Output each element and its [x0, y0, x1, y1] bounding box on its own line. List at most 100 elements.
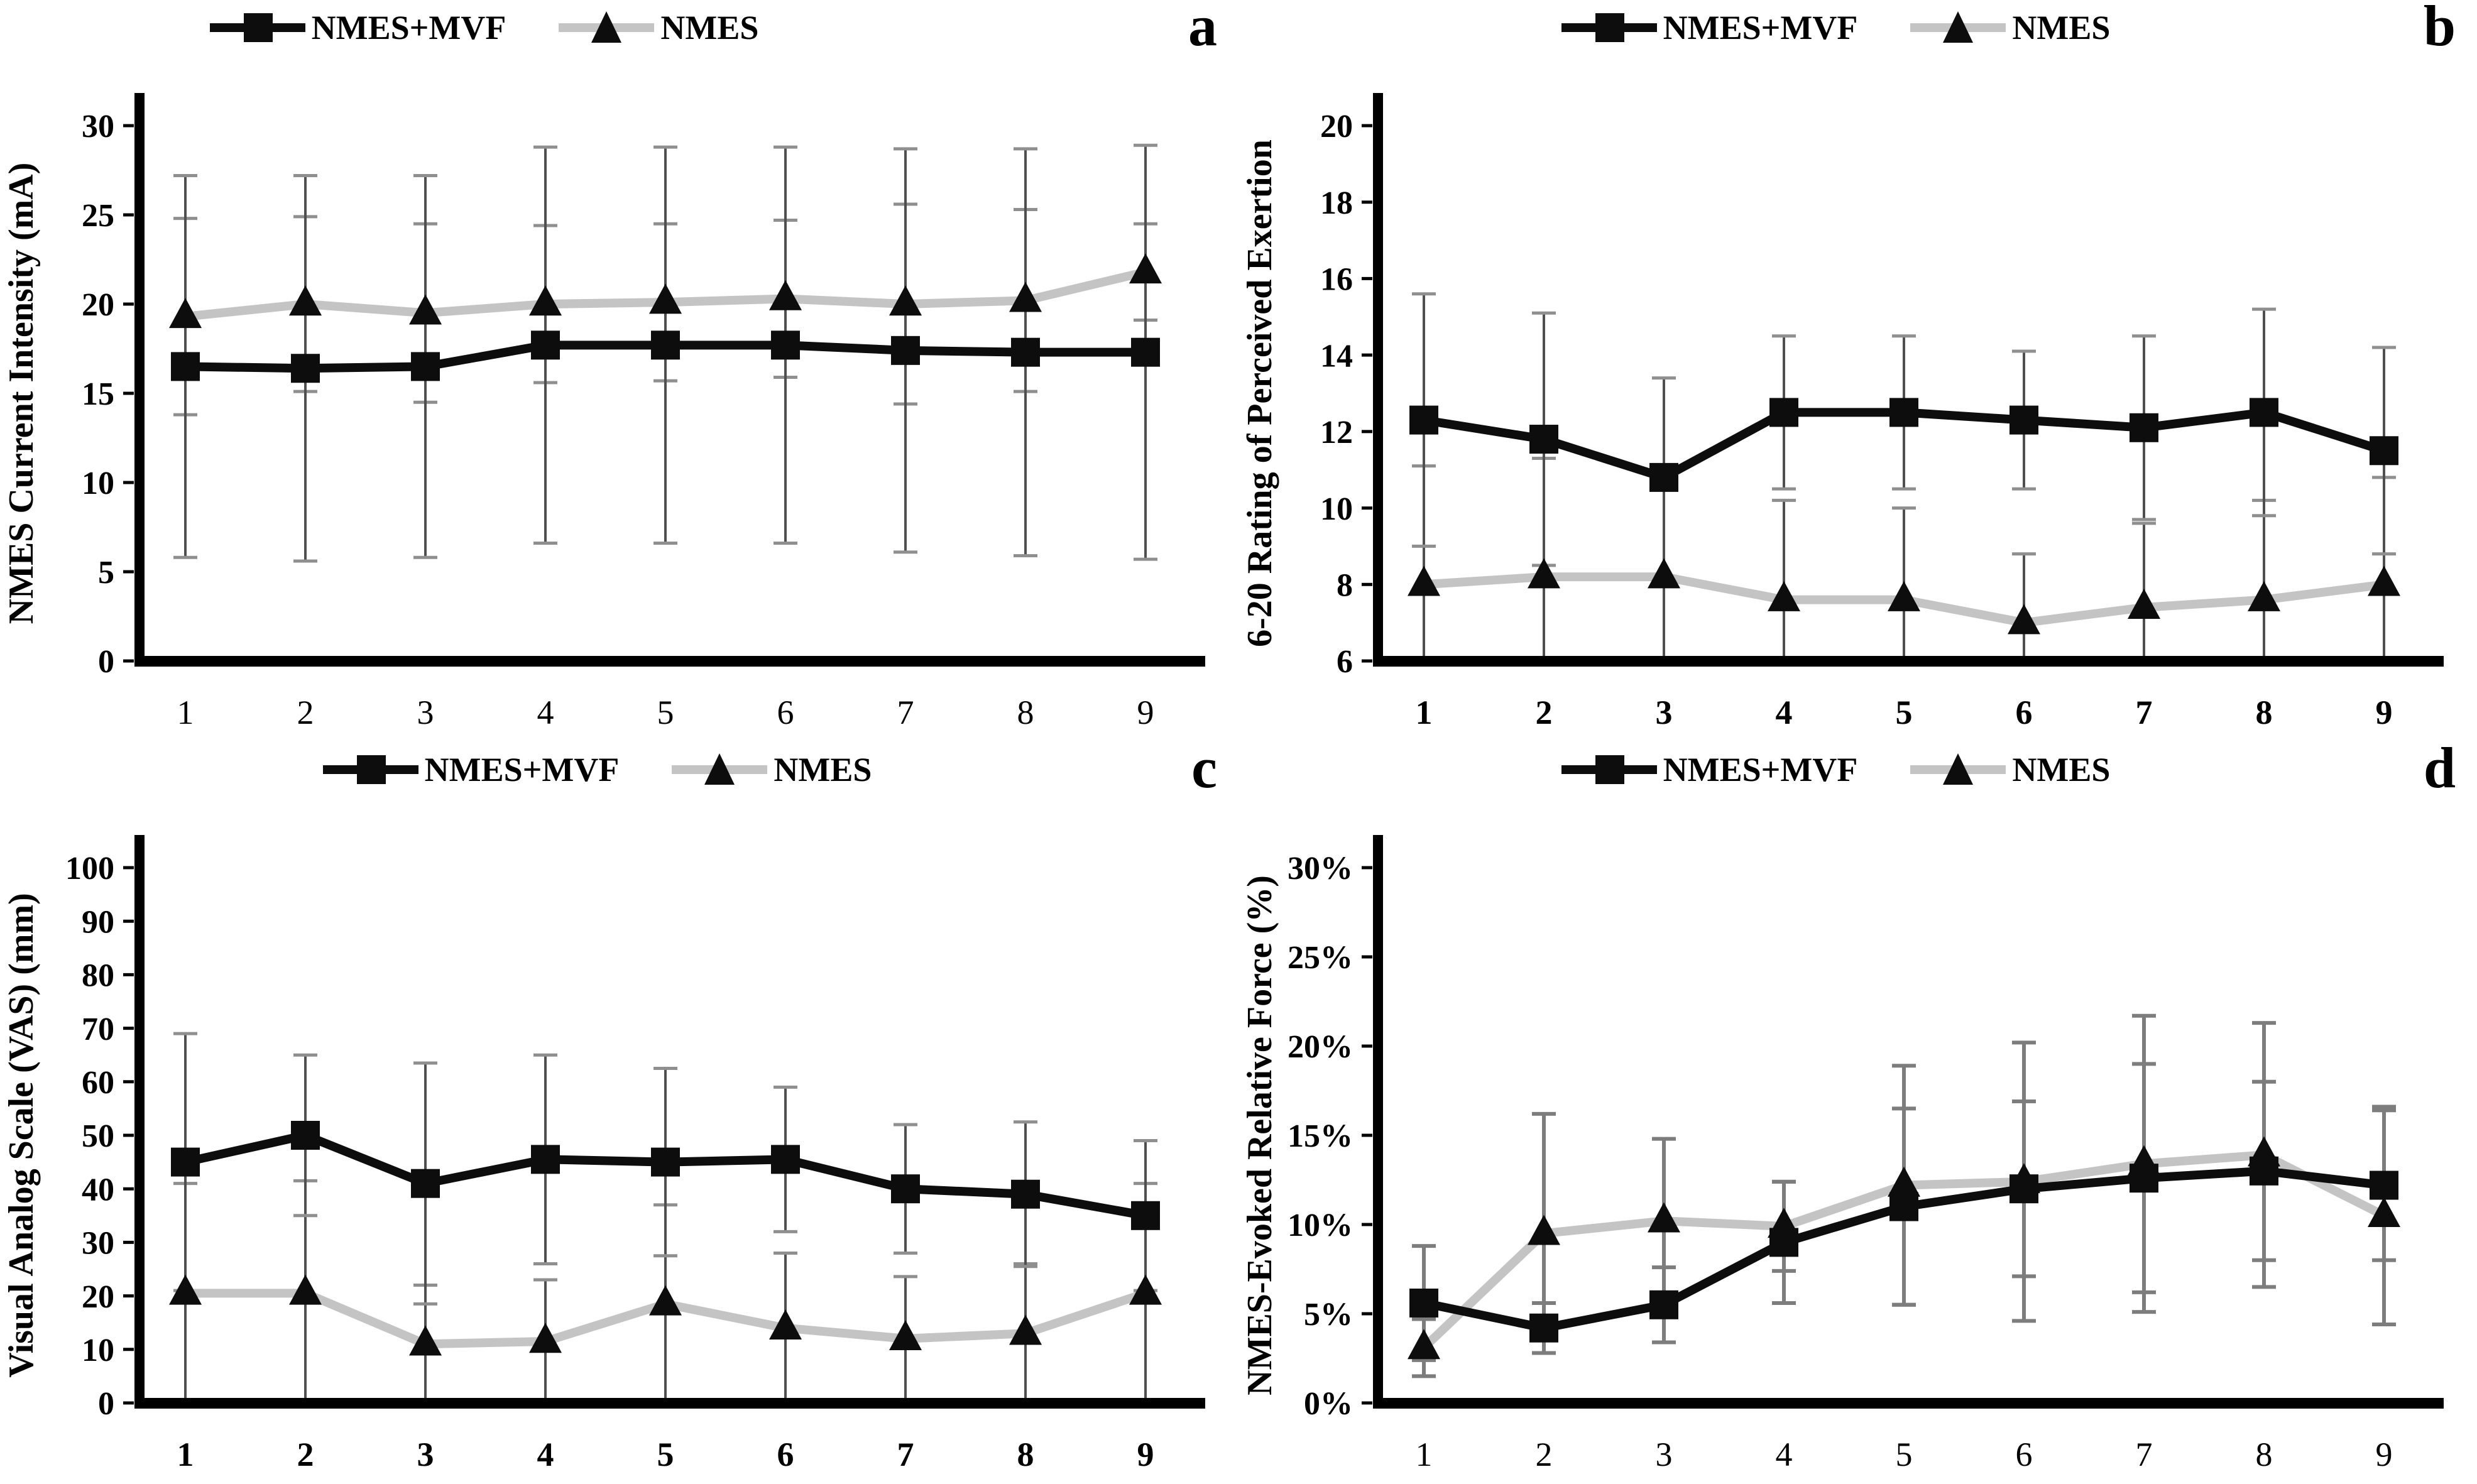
svg-text:80: 80: [82, 958, 114, 994]
svg-text:9: 9: [1137, 1436, 1154, 1473]
svg-text:5: 5: [657, 1436, 674, 1473]
legend-item-nmes: NMES: [1910, 751, 2110, 788]
svg-text:16: 16: [1320, 262, 1353, 298]
legend-sample-nmes: [559, 10, 655, 45]
plot-a: 0 5 10 15 20 25 30 1 2 3 4 5 6 7 8 9 NMES Current Intens…: [2, 93, 1205, 731]
svg-text:0: 0: [98, 1386, 114, 1422]
legend-item-nmes-mvf: NMES+MVF: [209, 9, 506, 46]
svg-text:6: 6: [1337, 644, 1353, 680]
svg-text:NMES-Evoked Relative Force (%): NMES-Evoked Relative Force (%): [1240, 875, 1279, 1395]
legend: NMES+MVF NMES: [1238, 9, 2455, 46]
svg-text:4: 4: [537, 694, 554, 731]
legend-item-nmes-mvf: NMES+MVF: [1561, 9, 1858, 46]
svg-text:8: 8: [2256, 1436, 2273, 1473]
svg-text:7: 7: [2136, 694, 2153, 731]
svg-text:8: 8: [1337, 567, 1353, 603]
legend-sample-nmes-mvf: [1561, 752, 1657, 787]
svg-text:1: 1: [1416, 694, 1433, 731]
svg-text:5: 5: [657, 694, 674, 731]
svg-text:15: 15: [82, 376, 114, 412]
svg-text:7: 7: [897, 694, 914, 731]
svg-text:6: 6: [2016, 694, 2033, 731]
triangle-marker-icon: [704, 753, 735, 785]
legend-label: NMES: [2012, 751, 2111, 788]
svg-text:8: 8: [2256, 694, 2273, 731]
square-marker-icon: [356, 755, 386, 784]
svg-text:12: 12: [1320, 415, 1353, 450]
svg-text:3: 3: [417, 1436, 434, 1473]
legend-sample-nmes-mvf: [322, 752, 418, 787]
panel-letter: b: [2423, 0, 2456, 58]
svg-text:3: 3: [1656, 1436, 1673, 1473]
triangle-marker-icon: [591, 11, 622, 43]
panel-letter: d: [2423, 742, 2456, 800]
svg-text:5: 5: [1896, 694, 1913, 731]
svg-text:3: 3: [1656, 694, 1673, 731]
svg-text:20: 20: [82, 1279, 114, 1315]
svg-text:18: 18: [1320, 185, 1353, 221]
svg-text:Visual Analog Scale (VAS) (mm): Visual Analog Scale (VAS) (mm): [2, 893, 41, 1378]
svg-text:9: 9: [2376, 1436, 2393, 1473]
svg-text:9: 9: [1137, 694, 1154, 731]
svg-text:6-20 Rating of Perceived Exert: 6-20 Rating of Perceived Exertion: [1240, 139, 1279, 647]
svg-text:1: 1: [177, 694, 194, 731]
panel-b: NMES+MVF NMES b 6 8 10 12 14 16 18 20 1 2 3 4 5 6 7 8 9 6…: [1238, 0, 2477, 742]
svg-text:30: 30: [82, 109, 114, 145]
svg-text:20: 20: [1320, 109, 1353, 145]
svg-text:10: 10: [82, 1333, 114, 1368]
plot-d: 0% 5% 10% 15% 20% 25% 30% 1 2 3 4 5 6 7 8 9 NMES-Evoked …: [1240, 835, 2444, 1473]
svg-text:2: 2: [297, 1436, 314, 1473]
plot-c: 0 10 20 30 40 50 60 70 80 90 100 1 2 3 4 5 6 7 8 9 Visual An…: [2, 835, 1205, 1473]
svg-text:3: 3: [417, 694, 434, 731]
svg-text:6: 6: [777, 1436, 794, 1473]
svg-text:15%: 15%: [1288, 1118, 1353, 1154]
svg-text:0%: 0%: [1304, 1386, 1353, 1422]
legend-item-nmes: NMES: [672, 751, 872, 788]
svg-text:100: 100: [65, 851, 114, 887]
svg-text:70: 70: [82, 1012, 114, 1047]
svg-text:25: 25: [82, 198, 114, 234]
svg-text:60: 60: [82, 1065, 114, 1101]
svg-text:90: 90: [82, 904, 114, 940]
svg-text:5%: 5%: [1304, 1297, 1353, 1333]
svg-text:30: 30: [82, 1226, 114, 1262]
legend-label: NMES+MVF: [1663, 9, 1858, 46]
legend-label: NMES: [2012, 9, 2111, 46]
svg-text:20: 20: [82, 287, 114, 323]
svg-text:10: 10: [82, 466, 114, 501]
legend-sample-nmes-mvf: [209, 10, 305, 45]
legend-sample-nmes: [1910, 752, 2006, 787]
legend-label: NMES: [660, 9, 759, 46]
svg-text:14: 14: [1320, 338, 1353, 374]
square-marker-icon: [1595, 755, 1624, 784]
triangle-marker-icon: [1943, 11, 1974, 43]
svg-text:5: 5: [98, 555, 114, 591]
svg-text:7: 7: [897, 1436, 914, 1473]
legend-item-nmes: NMES: [559, 9, 758, 46]
legend: NMES+MVF NMES: [0, 9, 1103, 46]
legend: NMES+MVF NMES: [1238, 751, 2455, 788]
svg-text:6: 6: [777, 694, 794, 731]
legend-label: NMES+MVF: [424, 751, 620, 788]
svg-text:50: 50: [82, 1118, 114, 1154]
legend-item-nmes-mvf: NMES+MVF: [322, 751, 620, 788]
svg-text:6: 6: [2016, 1436, 2033, 1473]
svg-text:1: 1: [177, 1436, 194, 1473]
legend-item-nmes-mvf: NMES+MVF: [1561, 751, 1857, 788]
panel-letter: c: [1191, 742, 1217, 800]
svg-text:4: 4: [537, 1436, 554, 1473]
panel-c: NMES+MVF NMES c 0 10 20 30 40 50 60 70 80 90 100 1 2…: [0, 742, 1238, 1484]
svg-text:4: 4: [1776, 694, 1793, 731]
triangle-marker-icon: [1943, 753, 1974, 785]
svg-text:2: 2: [1536, 694, 1553, 731]
svg-text:9: 9: [2376, 694, 2393, 731]
svg-text:40: 40: [82, 1172, 114, 1208]
svg-text:10: 10: [1320, 491, 1353, 527]
legend-sample-nmes: [1910, 10, 2006, 45]
svg-text:8: 8: [1017, 1436, 1034, 1473]
svg-text:8: 8: [1017, 694, 1034, 731]
svg-text:4: 4: [1776, 1436, 1793, 1473]
svg-text:10%: 10%: [1288, 1208, 1353, 1243]
legend-sample-nmes: [672, 752, 768, 787]
